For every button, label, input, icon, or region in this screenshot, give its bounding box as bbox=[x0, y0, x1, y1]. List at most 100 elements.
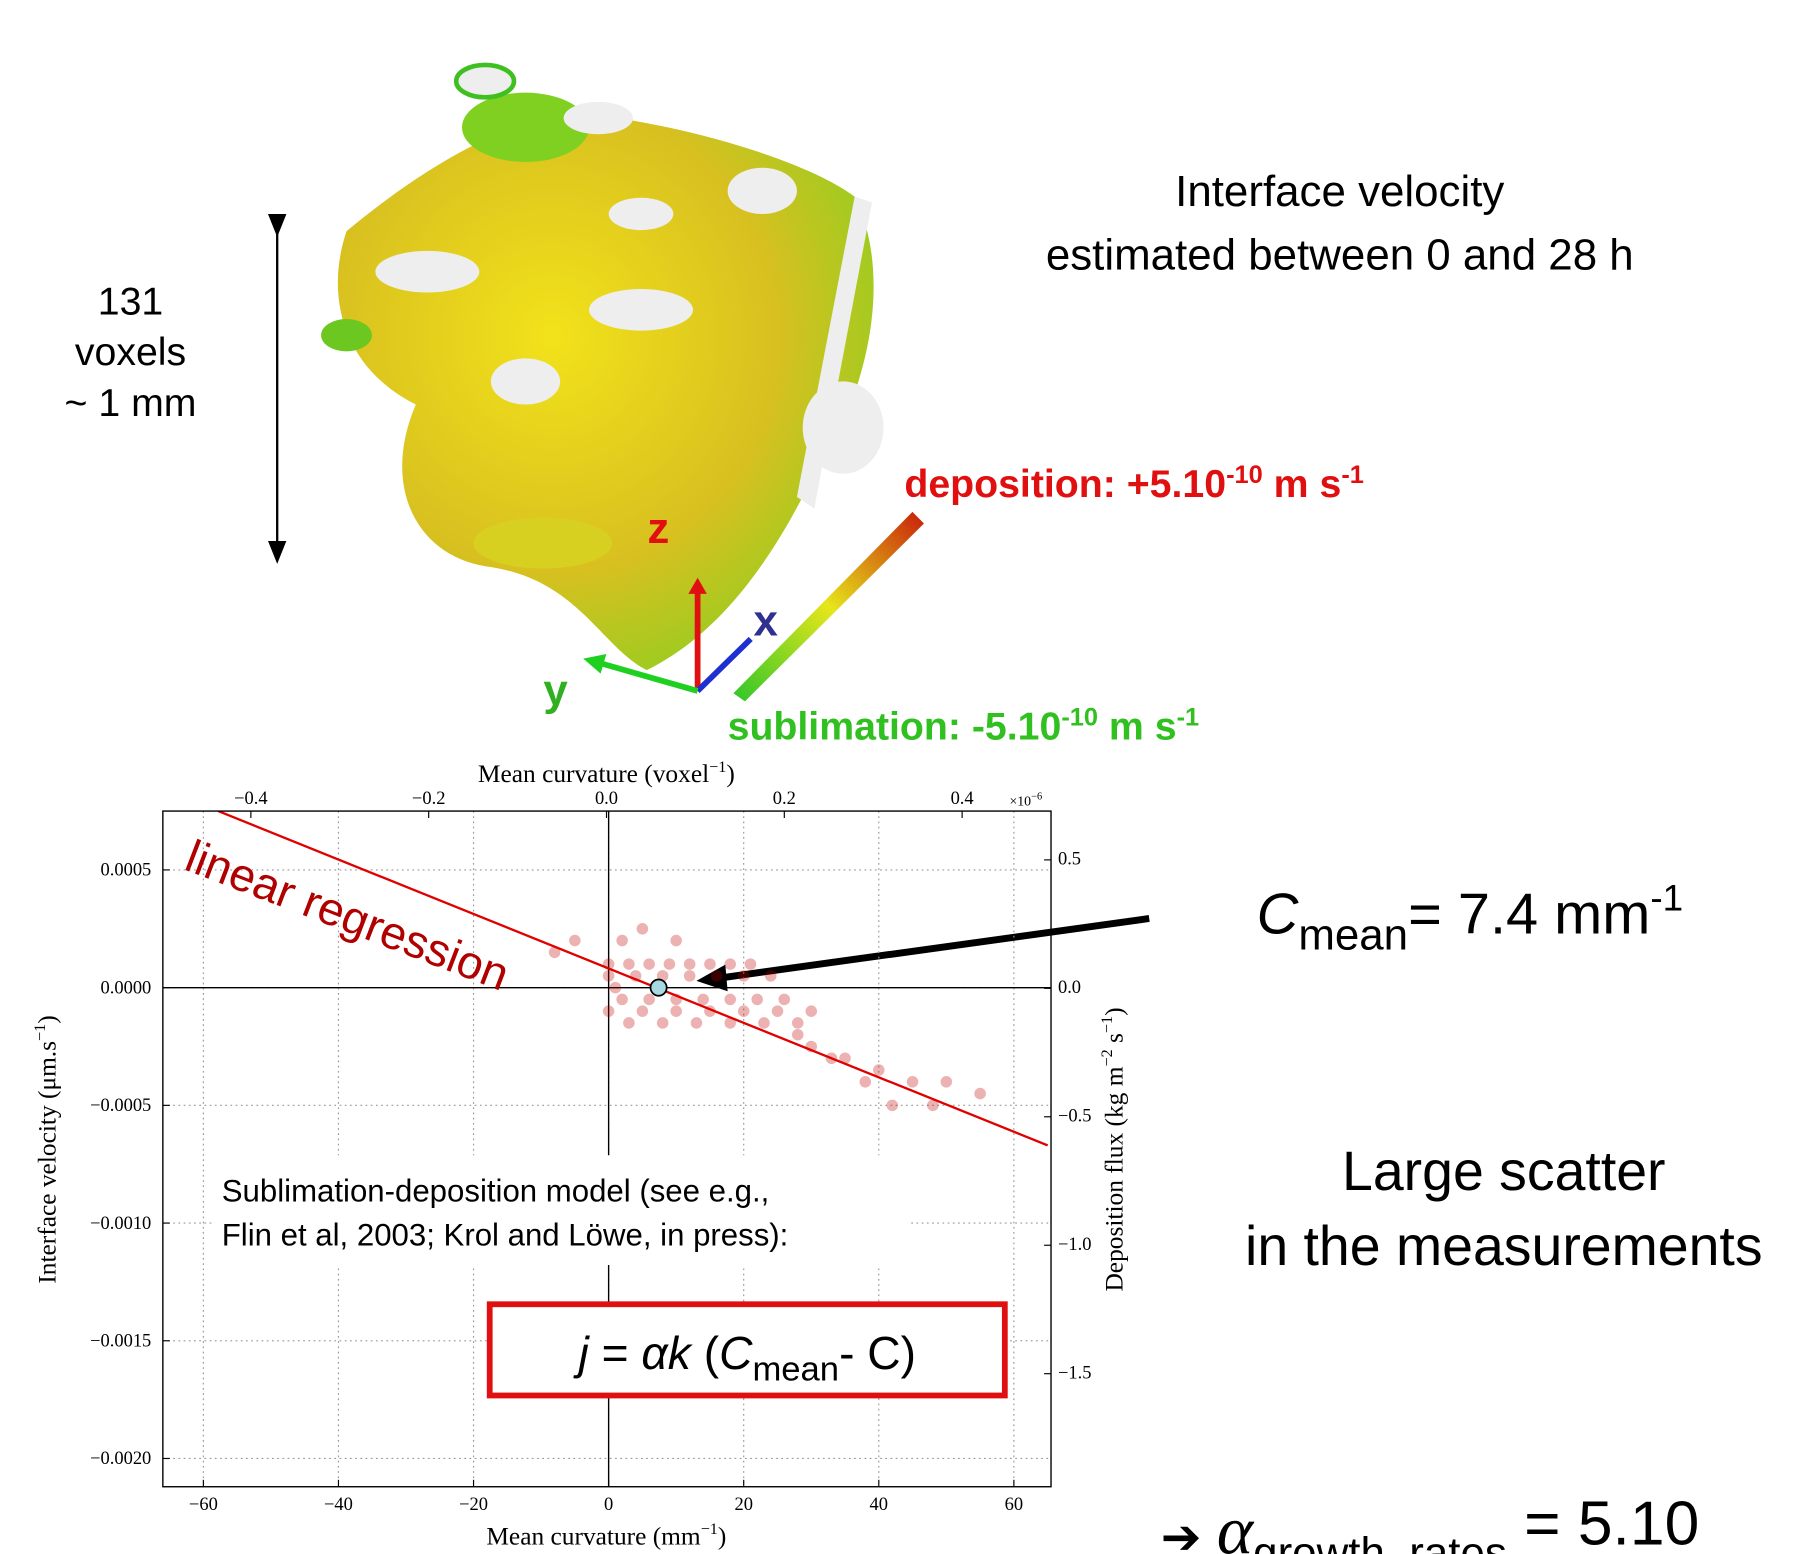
text: ) bbox=[718, 1522, 726, 1550]
slide: 131 voxels ~ 1 mm Interface velocity est… bbox=[0, 0, 1811, 1554]
y2-tick-label: −1.0 bbox=[1058, 1234, 1092, 1254]
text: Interface velocity (μm.s bbox=[33, 1041, 61, 1284]
y-tick-label: 0.0005 bbox=[101, 860, 152, 880]
point bbox=[684, 958, 696, 970]
y-tick-label: −0.0010 bbox=[90, 1213, 151, 1233]
render-blob bbox=[474, 518, 613, 569]
sub: growth_rates bbox=[1253, 1529, 1507, 1554]
point bbox=[670, 935, 682, 947]
render-cut bbox=[491, 358, 560, 404]
point bbox=[623, 958, 635, 970]
render-cut bbox=[375, 251, 479, 293]
point bbox=[738, 970, 750, 982]
point bbox=[751, 994, 763, 1006]
point bbox=[603, 1005, 615, 1017]
text: Mean curvature (mm bbox=[486, 1522, 701, 1550]
axis-label: z bbox=[647, 504, 669, 553]
text: - C) bbox=[839, 1327, 916, 1379]
text: C bbox=[719, 1327, 753, 1379]
page: { "slide": { "scale_label": ["131", "vox… bbox=[0, 0, 1811, 1554]
text: = bbox=[589, 1327, 642, 1379]
axis-label: y bbox=[543, 666, 568, 715]
point bbox=[772, 1005, 784, 1017]
x2-tick-label: −0.2 bbox=[412, 788, 446, 808]
render-cut bbox=[728, 168, 797, 214]
point bbox=[860, 1076, 872, 1088]
render-cut bbox=[564, 102, 633, 134]
text: Deposition flux (kg m bbox=[1101, 1066, 1129, 1291]
text: deposition: +5.10 bbox=[904, 462, 1226, 506]
point bbox=[643, 994, 655, 1006]
sublimation-label: sublimation: -5.10-10 m s-1 bbox=[728, 704, 1200, 749]
text: Mean curvature (voxel bbox=[478, 760, 709, 788]
sup: −1 bbox=[709, 759, 726, 776]
sup: −1 bbox=[1099, 1016, 1116, 1033]
text: ) bbox=[726, 760, 734, 788]
x-tick-label: −40 bbox=[324, 1494, 353, 1514]
scale-label: ~ 1 mm bbox=[65, 381, 197, 425]
axis-arrow-head bbox=[583, 654, 606, 674]
text: ×10 bbox=[1009, 793, 1031, 808]
point bbox=[887, 1100, 899, 1112]
text: αk bbox=[641, 1327, 693, 1379]
point bbox=[643, 958, 655, 970]
render-cut bbox=[589, 289, 693, 331]
point bbox=[657, 1017, 669, 1029]
sup: −6 bbox=[1031, 792, 1042, 803]
point bbox=[670, 1005, 682, 1017]
point bbox=[616, 935, 628, 947]
x2-tick-label: 0.4 bbox=[951, 788, 974, 808]
point bbox=[569, 935, 581, 947]
x-tick-label: −60 bbox=[189, 1494, 218, 1514]
scatter-note: Large scatter bbox=[1342, 1140, 1665, 1202]
text: = 5.10 bbox=[1507, 1489, 1699, 1554]
y2-exponent: ×10−6 bbox=[1009, 792, 1042, 809]
point bbox=[704, 958, 716, 970]
x-tick-label: 40 bbox=[870, 1494, 888, 1514]
text: C bbox=[1257, 882, 1299, 946]
annotation: Flin et al, 2003; Krol and Löwe, in pres… bbox=[222, 1217, 789, 1252]
text: α bbox=[1217, 1492, 1255, 1554]
point bbox=[974, 1088, 986, 1100]
point bbox=[684, 970, 696, 982]
sup: −1 bbox=[32, 1024, 49, 1041]
velocity-note: Interface velocity bbox=[1175, 167, 1504, 216]
c-mean: Cmean= 7.4 mm-1 bbox=[1257, 877, 1684, 959]
sup: -1 bbox=[1650, 877, 1683, 918]
x2-axis-label: Mean curvature (voxel−1) bbox=[478, 759, 735, 788]
y2-axis-label: Deposition flux (kg m−2 s−1) bbox=[1099, 1007, 1128, 1291]
sup: −2 bbox=[1099, 1049, 1116, 1066]
point bbox=[778, 994, 790, 1006]
y2-tick-label: 0.5 bbox=[1058, 849, 1081, 869]
mean-point bbox=[651, 980, 667, 996]
point bbox=[610, 982, 622, 994]
text: ➔ bbox=[1161, 1510, 1217, 1554]
point bbox=[805, 1005, 817, 1017]
sup: -1 bbox=[1177, 704, 1200, 732]
text: ) bbox=[1101, 1007, 1129, 1015]
sub: mean bbox=[1298, 911, 1408, 960]
point bbox=[907, 1076, 919, 1088]
alpha-result: ➔ αgrowth_rates = 5.10 bbox=[1161, 1489, 1700, 1554]
sup: -10 bbox=[1061, 704, 1098, 732]
y2-tick-label: −1.5 bbox=[1058, 1362, 1092, 1382]
axis-arrow bbox=[698, 639, 751, 691]
point bbox=[637, 1005, 649, 1017]
point bbox=[724, 994, 736, 1006]
sup: -1 bbox=[1341, 461, 1364, 489]
y2-tick-label: −0.5 bbox=[1058, 1105, 1092, 1125]
point bbox=[697, 994, 709, 1006]
render-blob bbox=[321, 319, 372, 351]
point bbox=[738, 1005, 750, 1017]
text: ) bbox=[33, 1015, 61, 1023]
scale-label: 131 bbox=[98, 279, 164, 323]
point bbox=[664, 958, 676, 970]
fit-label: linear regression bbox=[179, 830, 516, 1001]
y-axis-label: Interface velocity (μm.s−1) bbox=[32, 1015, 61, 1283]
point bbox=[691, 1017, 703, 1029]
annotation: Sublimation-deposition model (see e.g., bbox=[222, 1173, 770, 1208]
point bbox=[765, 970, 777, 982]
fit-line bbox=[218, 811, 1047, 1145]
y-tick-label: −0.0005 bbox=[90, 1095, 151, 1115]
